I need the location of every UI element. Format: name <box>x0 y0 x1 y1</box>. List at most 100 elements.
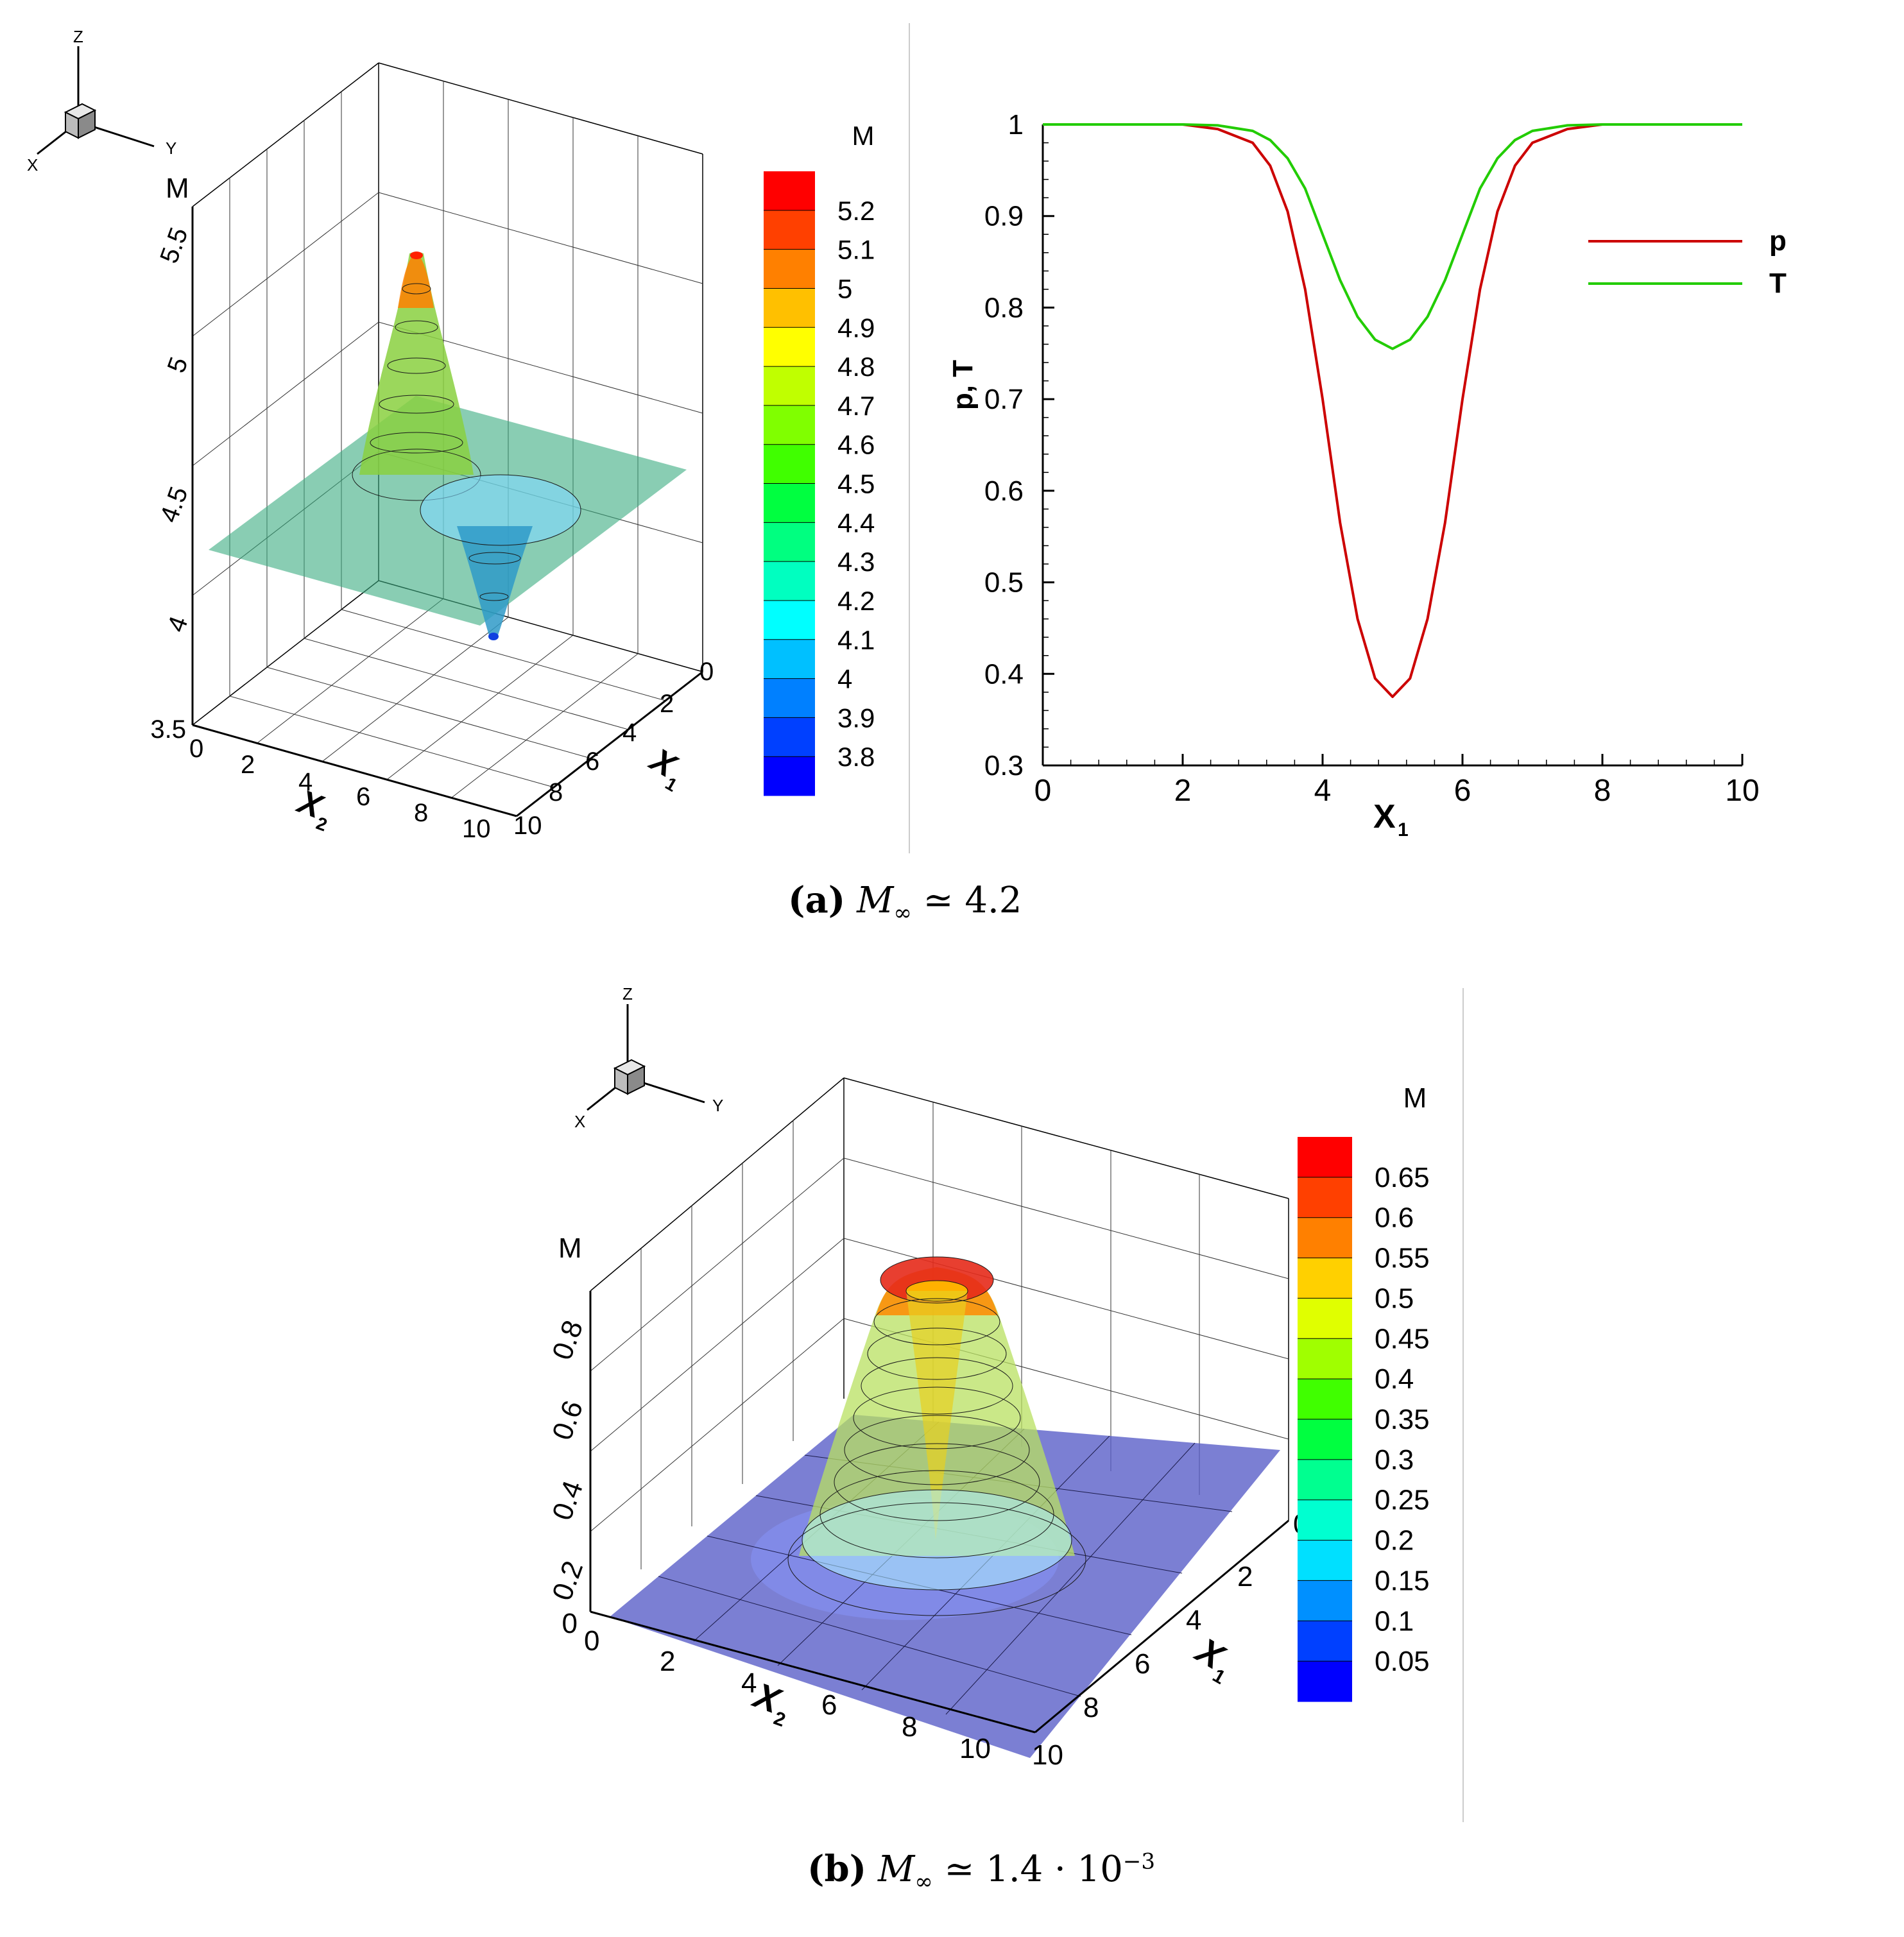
triad-z-label-a: Z <box>73 27 83 46</box>
colorbar-swatch <box>1298 1661 1352 1702</box>
z-axis-title-b: M <box>558 1233 582 1264</box>
peak-top-a <box>398 253 434 308</box>
colorbar-labels-a: 5.2 5.1 5 4.9 4.8 4.7 4.6 4.5 4.4 4.3 4.2 4.1 4 3.9 3.… <box>837 196 875 772</box>
colorbar-swatches-b <box>1298 1137 1352 1702</box>
x2-tick-a: 6 <box>356 783 370 811</box>
triad-cube-b <box>613 1059 646 1095</box>
x1-tick-b: 2 <box>1237 1561 1253 1592</box>
z-tick-b: 0.2 <box>546 1557 589 1605</box>
colorbar-label: 0.05 <box>1375 1646 1430 1677</box>
colorbar-label: 0.15 <box>1375 1565 1430 1596</box>
colorbar-label: 5 <box>837 273 852 303</box>
colorbar-title-b: M <box>1403 1082 1427 1114</box>
bell-base-b <box>802 1490 1072 1590</box>
colorbar-swatch <box>764 366 815 406</box>
y-tick-label: 1 <box>1008 109 1024 141</box>
line-chart-series <box>1043 123 1742 698</box>
y-tick-label: 0.9 <box>984 201 1024 232</box>
z-tick-a: 4 <box>162 613 194 636</box>
line-chart-p-T: 0.30.40.50.60.70.80.91 0 2 4 6 8 10 p, T X 1 … <box>947 109 1787 841</box>
x1-tick-b: 8 <box>1083 1692 1099 1723</box>
colorbar-swatch <box>764 756 815 796</box>
line-chart-x-ticks: 0 2 4 6 8 10 <box>1034 774 1760 808</box>
z-tick-a: 5 <box>162 354 194 377</box>
trough-surface-a <box>457 526 533 637</box>
x1-tick-b: 4 <box>1186 1605 1201 1636</box>
line-chart-y-title: p, T <box>947 360 979 410</box>
colorbar-swatch <box>764 717 815 757</box>
colorbar-swatch <box>764 249 815 289</box>
colorbar-a: M 5.2 5.1 5 4.9 4.8 4.7 4.6 4.5 4.4 4.3 4.2 4.1 4 3.9… <box>764 121 875 796</box>
colorbar-swatch <box>1298 1338 1352 1379</box>
colorbar-swatch <box>764 678 815 718</box>
colorbar-label: 4.6 <box>837 430 875 460</box>
colorbar-label: 0.55 <box>1375 1243 1430 1274</box>
y-tick-label: 0.4 <box>984 658 1024 690</box>
trough-tip-a <box>488 633 499 640</box>
caption-b: (b) M∞ ≃ 1.4 · 10−3 <box>807 1848 1156 1895</box>
z-tick-a: 4.5 <box>155 483 193 526</box>
trough-contours-a <box>420 474 581 601</box>
x2-axis-title-a: X 2 <box>291 783 330 835</box>
colorbar-swatch <box>764 561 815 601</box>
colorbar-swatch <box>1298 1540 1352 1581</box>
line-chart-x-title: X 1 <box>1373 798 1409 841</box>
peak-contours-a <box>352 283 481 501</box>
triad-x-label-a: X <box>27 155 38 175</box>
series-line-p <box>1043 123 1742 698</box>
panel-a-surface: Z Y X <box>27 27 714 843</box>
axis-triad-a <box>37 46 155 155</box>
colorbar-label: 0.6 <box>1375 1202 1414 1234</box>
colorbar-label: 0.1 <box>1375 1605 1414 1637</box>
colorbar-swatch <box>764 522 815 562</box>
colorbar-label: 4.3 <box>837 547 875 577</box>
colorbar-swatch <box>1298 1137 1352 1178</box>
z-tick-a: 3.5 <box>150 715 186 744</box>
colorbar-swatch <box>764 288 815 328</box>
x2-tick-a: 10 <box>462 815 491 843</box>
colorbar-swatch <box>1298 1499 1352 1541</box>
legend-label-p: p <box>1769 225 1787 257</box>
y-tick-label: 0.5 <box>984 567 1024 599</box>
colorbar-label: 0.4 <box>1375 1363 1414 1395</box>
x1-tick-a: 8 <box>549 778 563 806</box>
x1-tick-b: 6 <box>1135 1648 1150 1680</box>
colorbar-label: 4.7 <box>837 391 875 421</box>
colorbar-swatch <box>1298 1379 1352 1420</box>
x2-tick-b: 6 <box>821 1689 837 1721</box>
axis-triad-b <box>587 1004 705 1111</box>
colorbar-swatch <box>764 210 815 250</box>
caption-a: (a) M∞ ≃ 4.2 <box>788 879 1022 926</box>
colorbar-label: 5.1 <box>837 235 875 265</box>
colorbar-label: 5.2 <box>837 196 875 226</box>
series-line-T <box>1043 123 1742 350</box>
triad-y-label-a: Y <box>166 139 176 158</box>
colorbar-label: 0.35 <box>1375 1404 1430 1435</box>
line-chart-y-ticks: 0.3 0.4 0.5 0.6 0.7 0.8 0.9 1 <box>984 109 1024 781</box>
x1-tick-a: 2 <box>660 690 674 718</box>
x2-tick-a: 0 <box>189 735 203 763</box>
colorbar-swatch <box>764 405 815 445</box>
line-chart-axes <box>1042 123 1744 767</box>
x2-tick-a: 4 <box>298 768 313 796</box>
x-tick-label: 4 <box>1314 774 1332 808</box>
colorbar-label: 4.2 <box>837 586 875 616</box>
triad-x-label-b: X <box>574 1112 585 1131</box>
colorbar-label: 0.65 <box>1375 1162 1430 1193</box>
colorbar-swatches-a <box>764 171 815 796</box>
colorbar-label: 0.5 <box>1375 1283 1414 1314</box>
z-tick-b: 0.8 <box>546 1317 589 1364</box>
y-tick-label: 0.3 <box>984 750 1024 781</box>
x2-tick-b: 10 <box>959 1733 991 1764</box>
colorbar-swatch <box>1298 1298 1352 1339</box>
triad-z-label-b: Z <box>622 984 633 1003</box>
colorbar-swatch <box>1298 1419 1352 1460</box>
bell-contours-b <box>787 1256 1086 1616</box>
svg-text:p, T: p, T <box>947 360 979 410</box>
y-tick-label: 0.6 <box>984 475 1024 507</box>
x2-tick-b: 0 <box>584 1625 599 1657</box>
colorbar-label: 4.1 <box>837 625 875 655</box>
z-axis-title-a: M <box>166 173 189 204</box>
x-tick-label: 10 <box>1725 774 1759 808</box>
colorbar-label: 4.4 <box>837 508 875 538</box>
